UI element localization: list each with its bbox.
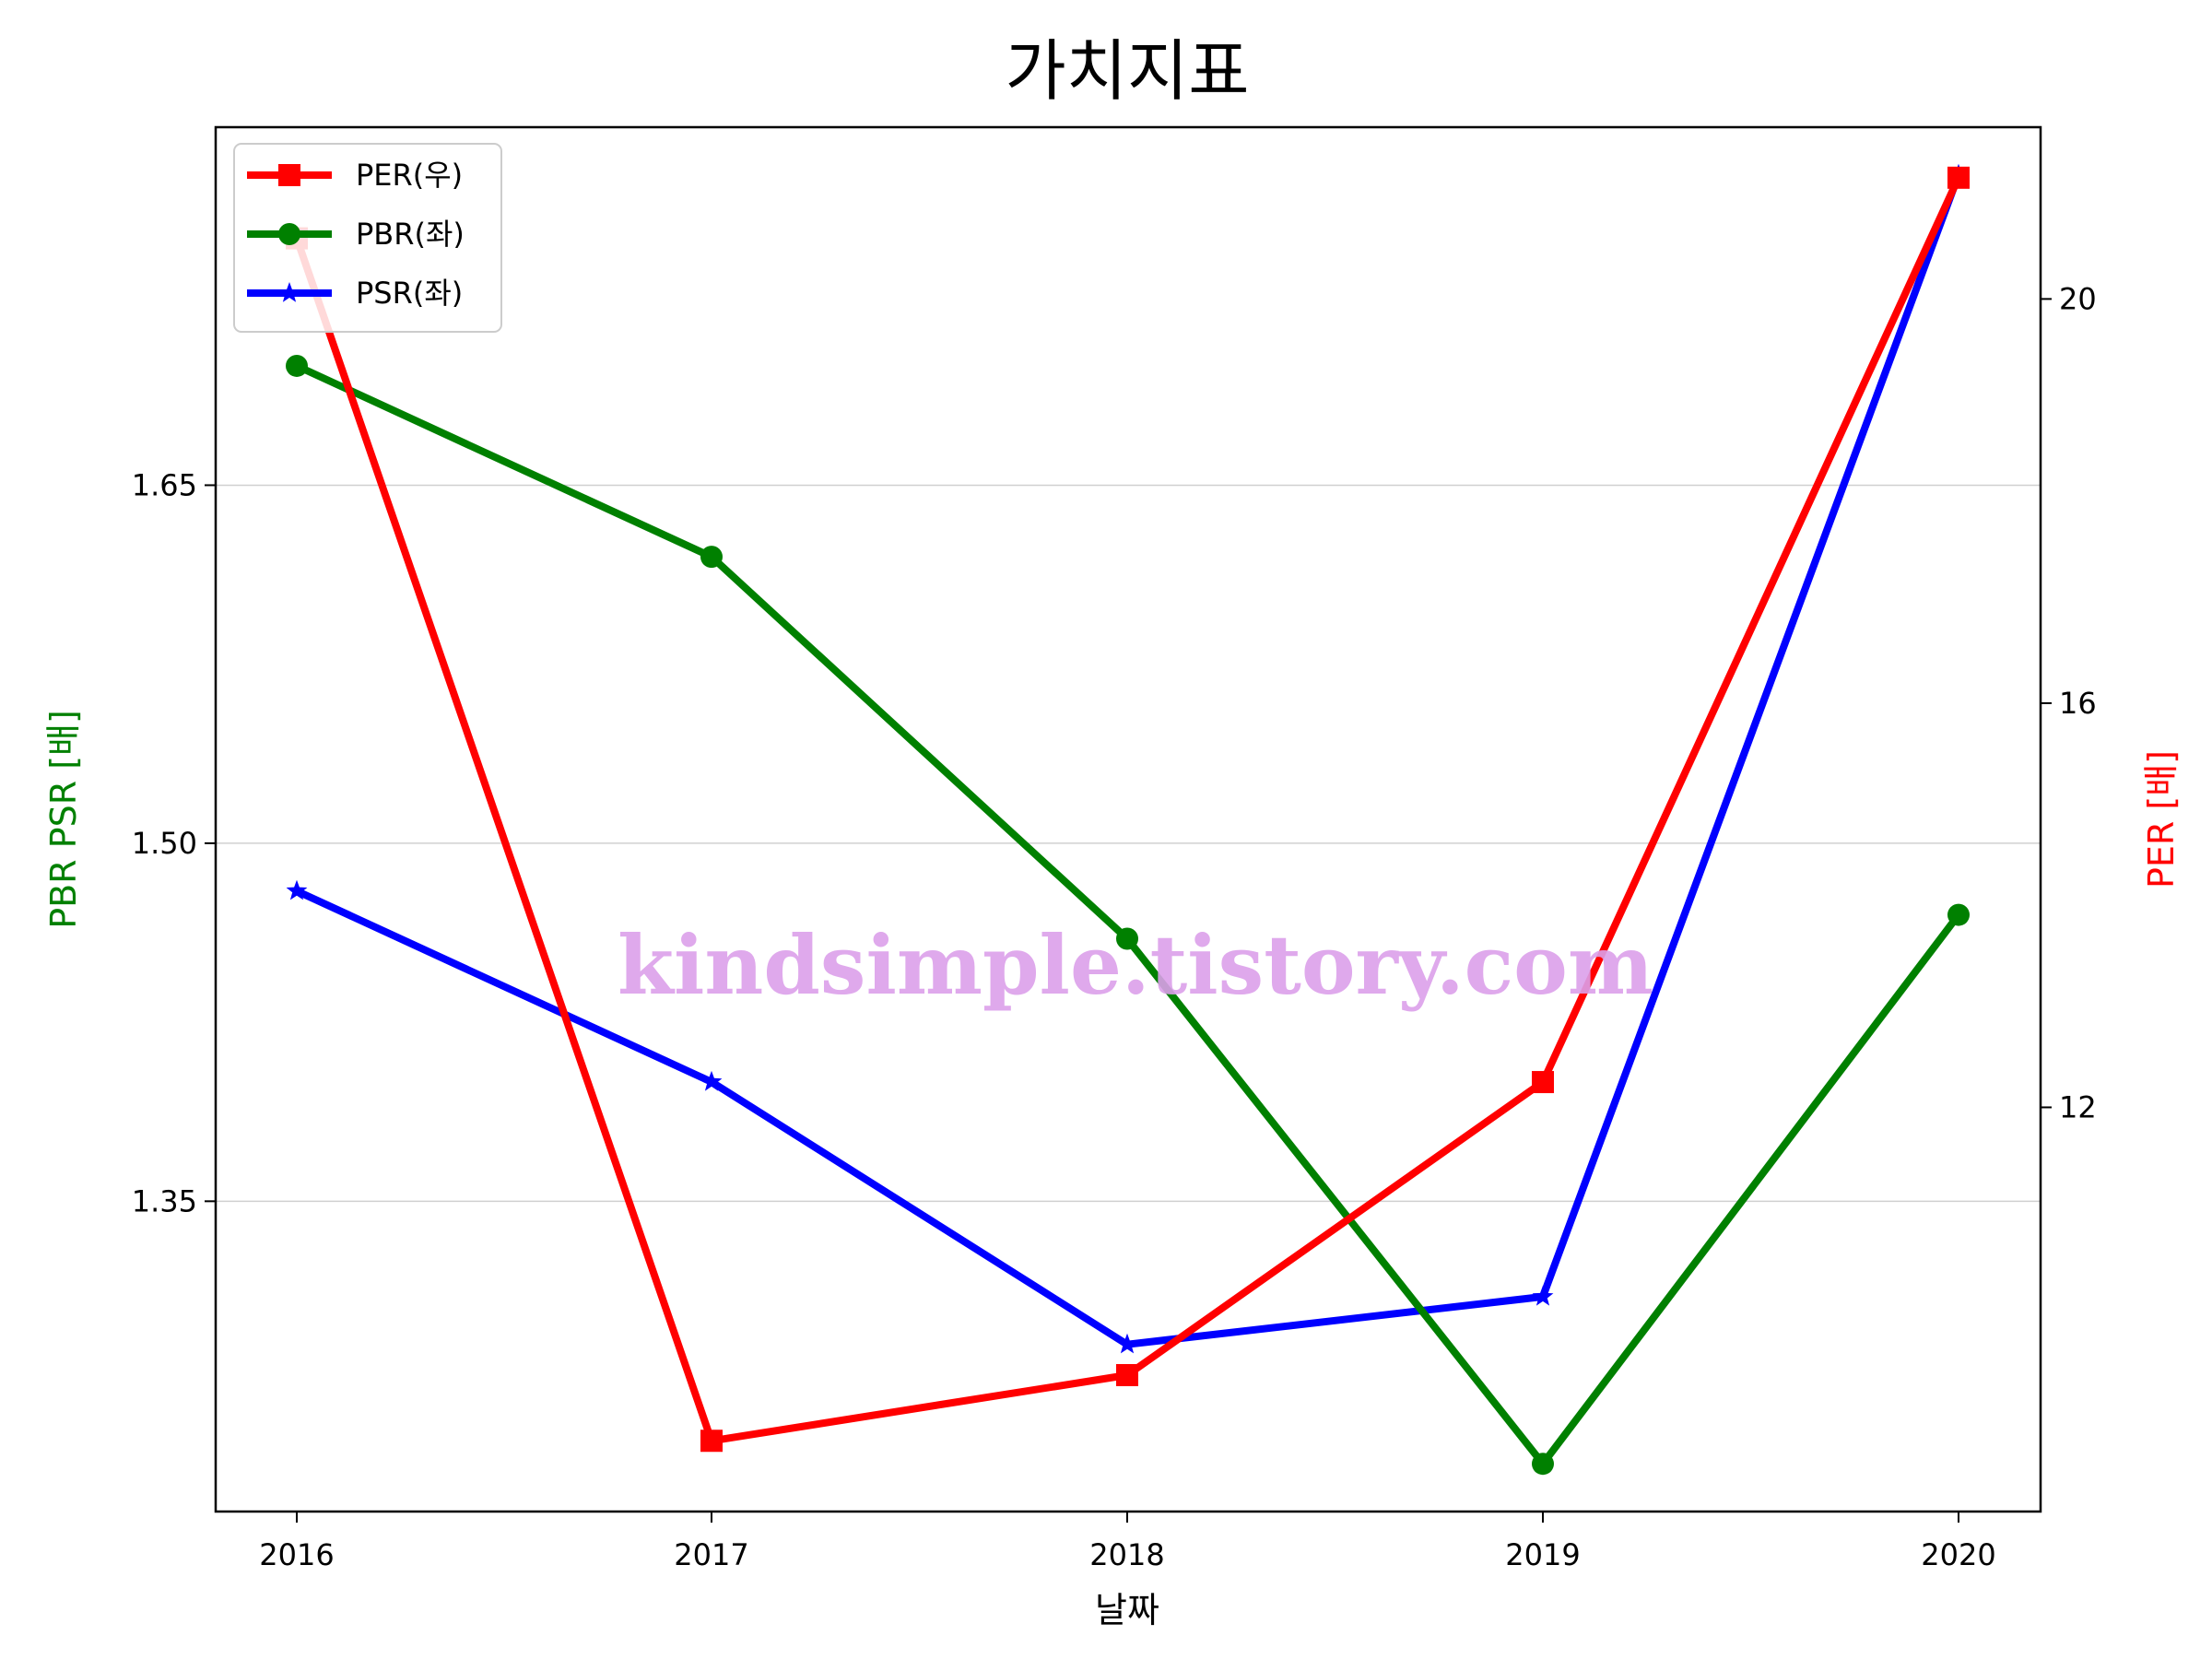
x-tick-label-4: 2020 xyxy=(1921,1537,1995,1572)
data-point-0-1 xyxy=(700,1430,723,1453)
legend-label-1: PBR(좌) xyxy=(356,217,465,252)
y-right-tick-label-0: 12 xyxy=(2059,1089,2097,1124)
x-tick-label-1: 2017 xyxy=(674,1537,748,1572)
y-axis-left-label: PBR PSR [배] xyxy=(43,710,84,929)
series-layer xyxy=(286,163,1970,1476)
legend-label-0: PER(우) xyxy=(356,158,463,193)
x-tick-label-2: 2018 xyxy=(1089,1537,1164,1572)
y-right-tick-label-2: 20 xyxy=(2059,281,2097,316)
x-tick-label-0: 2016 xyxy=(259,1537,334,1572)
x-axis: 2016 2017 2018 2019 2020 xyxy=(259,1512,1996,1572)
data-point-0-3 xyxy=(1532,1071,1554,1094)
chart-title: 가치지표 xyxy=(1006,32,1250,110)
legend-marker-0 xyxy=(278,164,300,186)
data-point-2-1 xyxy=(700,1070,723,1091)
data-point-1-1 xyxy=(700,546,723,569)
data-point-0-2 xyxy=(1116,1363,1138,1386)
legend: PER(우) PBR(좌) PSR(좌) xyxy=(233,143,502,333)
legend-box xyxy=(233,143,502,333)
data-point-1-0 xyxy=(286,354,308,377)
data-point-2-2 xyxy=(1116,1333,1138,1354)
y-left-tick-label-1: 1.50 xyxy=(132,826,197,861)
y-left-tick-label-2: 1.65 xyxy=(132,467,197,502)
data-point-1-3 xyxy=(1532,1453,1554,1476)
y-left-tick-label-0: 1.35 xyxy=(132,1183,197,1218)
data-point-1-4 xyxy=(1947,903,1970,926)
y-axis-left: 1.35 1.50 1.65 xyxy=(132,467,216,1218)
data-point-0-4 xyxy=(1947,166,1970,189)
grid-lines xyxy=(216,484,2041,1203)
legend-label-2: PSR(좌) xyxy=(356,276,463,311)
data-point-2-0 xyxy=(286,879,308,900)
watermark-text: kindsimple.tistory.com xyxy=(618,917,1653,1013)
series-circle xyxy=(286,354,1970,1476)
legend-marker-2 xyxy=(278,282,300,302)
x-axis-label: 날짜 xyxy=(1095,1590,1159,1630)
data-point-2-3 xyxy=(1532,1285,1554,1306)
x-tick-label-3: 2019 xyxy=(1505,1537,1580,1572)
y-right-tick-label-1: 16 xyxy=(2059,686,2097,721)
data-point-1-2 xyxy=(1116,927,1138,950)
y-axis-right: 12 16 20 xyxy=(2041,281,2097,1124)
y-axis-right-label: PER [배] xyxy=(2141,750,2182,888)
legend-marker-1 xyxy=(278,223,300,245)
